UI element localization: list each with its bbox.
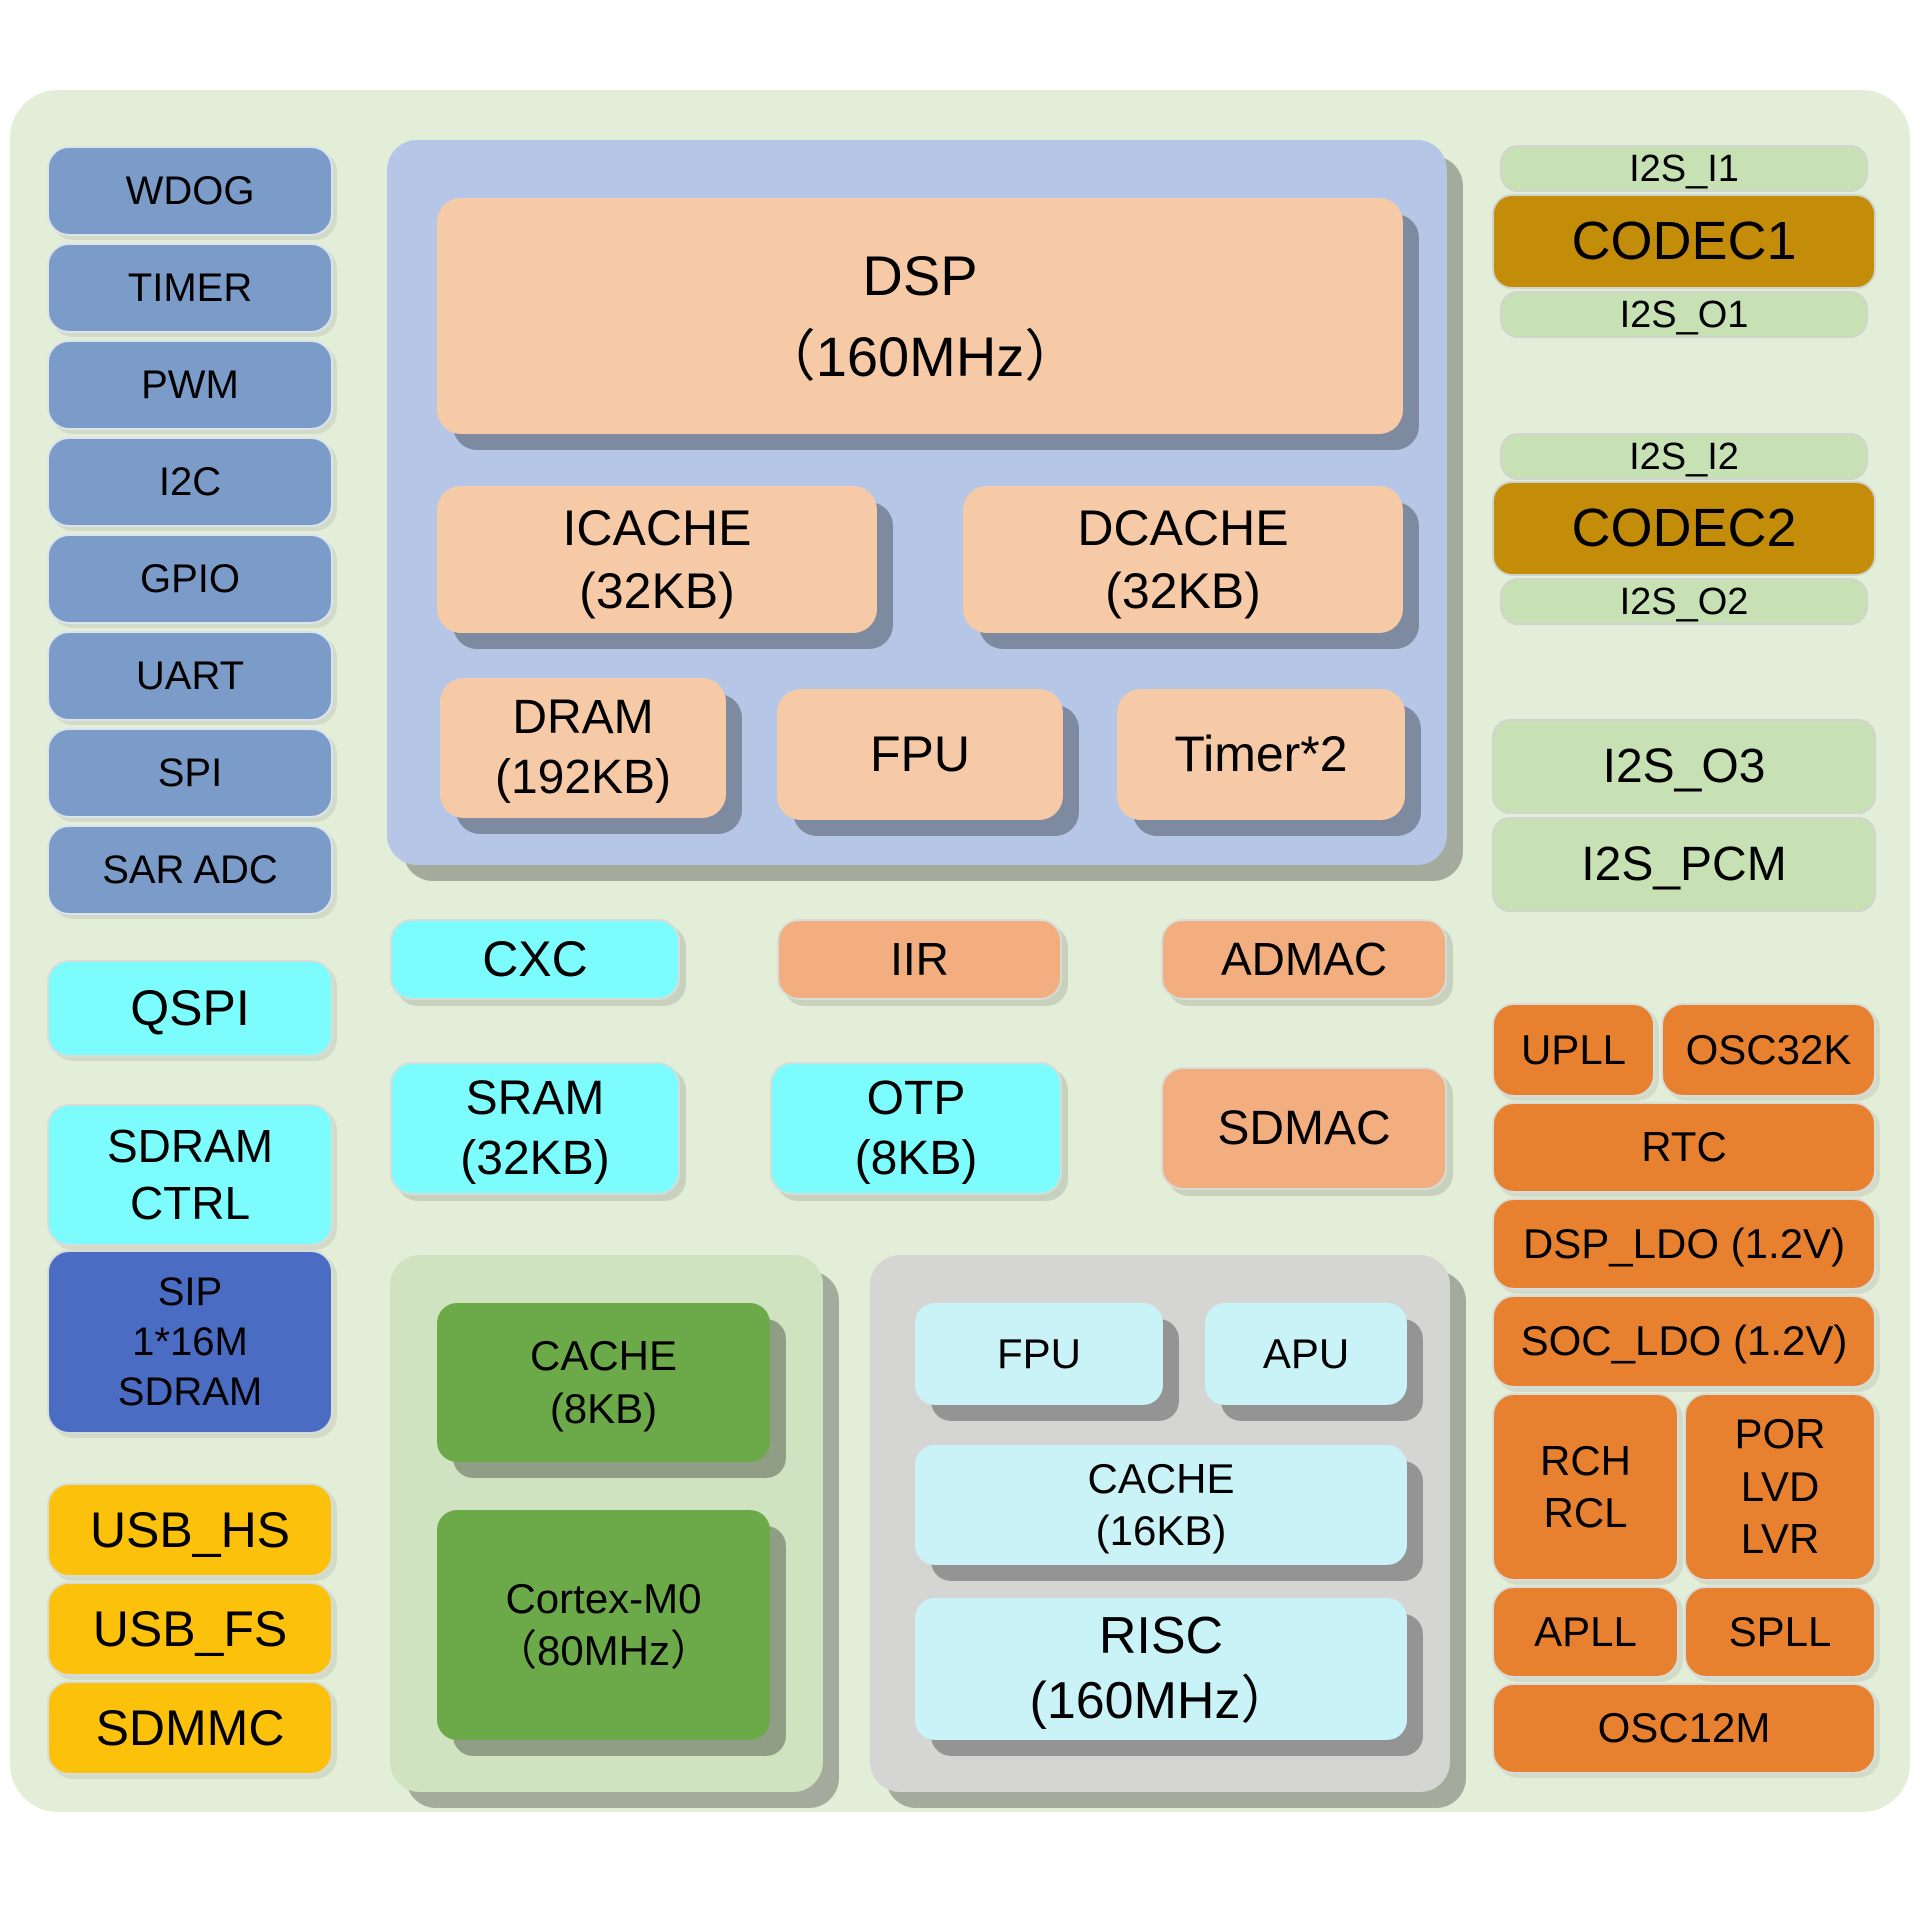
block-dsp-ldo: DSP_LDO (1.2V) bbox=[1492, 1198, 1876, 1290]
block-sar-adc: SAR ADC bbox=[47, 825, 333, 915]
block-dsp: DSP （160MHz） bbox=[437, 198, 1403, 434]
block-cortex-m0: Cortex-M0 （80MHz） bbox=[437, 1510, 770, 1740]
block-timer: TIMER bbox=[47, 243, 333, 333]
block-por-lvd-lvr: POR LVD LVR bbox=[1684, 1393, 1876, 1581]
block-iir: IIR bbox=[777, 919, 1062, 1000]
block-risc-cache: CACHE (16KB) bbox=[915, 1445, 1407, 1565]
block-upll: UPLL bbox=[1492, 1003, 1655, 1097]
block-cxc: CXC bbox=[390, 919, 680, 1000]
block-i2s-o2: I2S_O2 bbox=[1500, 578, 1868, 625]
block-qspi: QSPI bbox=[47, 960, 333, 1057]
block-i2s-o3: I2S_O3 bbox=[1492, 719, 1876, 814]
block-risc-apu: APU bbox=[1205, 1303, 1407, 1405]
block-sdmac: SDMAC bbox=[1161, 1067, 1447, 1190]
block-rch-rcl: RCH RCL bbox=[1492, 1393, 1679, 1581]
block-i2s-o1: I2S_O1 bbox=[1500, 291, 1868, 338]
block-spi: SPI bbox=[47, 728, 333, 818]
block-gpio: GPIO bbox=[47, 534, 333, 624]
block-sdmmc: SDMMC bbox=[47, 1681, 333, 1775]
block-sip-sdram: SIP 1*16M SDRAM bbox=[47, 1250, 333, 1434]
block-sdram-ctrl: SDRAM CTRL bbox=[47, 1104, 333, 1246]
block-sram: SRAM (32KB) bbox=[390, 1062, 680, 1195]
block-dsp-fpu: FPU bbox=[777, 689, 1063, 820]
block-wdog: WDOG bbox=[47, 146, 333, 236]
block-usb-fs: USB_FS bbox=[47, 1582, 333, 1676]
block-osc12m: OSC12M bbox=[1492, 1683, 1876, 1774]
block-i2s-i1: I2S_I1 bbox=[1500, 145, 1868, 192]
block-codec2: CODEC2 bbox=[1492, 481, 1876, 576]
block-admac: ADMAC bbox=[1161, 919, 1447, 1000]
block-otp: OTP (8KB) bbox=[770, 1062, 1062, 1195]
block-dcache: DCACHE (32KB) bbox=[963, 486, 1403, 633]
block-i2c: I2C bbox=[47, 437, 333, 527]
block-dram: DRAM (192KB) bbox=[440, 678, 726, 818]
block-pwm: PWM bbox=[47, 340, 333, 430]
block-uart: UART bbox=[47, 631, 333, 721]
block-spll: SPLL bbox=[1684, 1586, 1876, 1678]
block-risc-core: RISC (160MHz） bbox=[915, 1598, 1407, 1740]
block-i2s-i2: I2S_I2 bbox=[1500, 433, 1868, 480]
block-apll: APLL bbox=[1492, 1586, 1679, 1678]
block-codec1: CODEC1 bbox=[1492, 194, 1876, 289]
block-mcu-cache: CACHE (8KB) bbox=[437, 1303, 770, 1462]
block-i2s-pcm: I2S_PCM bbox=[1492, 817, 1876, 912]
block-osc32k: OSC32K bbox=[1661, 1003, 1876, 1097]
block-usb-hs: USB_HS bbox=[47, 1483, 333, 1577]
block-risc-fpu: FPU bbox=[915, 1303, 1163, 1405]
block-icache: ICACHE (32KB) bbox=[437, 486, 877, 633]
block-dsp-timer: Timer*2 bbox=[1117, 689, 1405, 820]
block-rtc: RTC bbox=[1492, 1102, 1876, 1193]
block-soc-ldo: SOC_LDO (1.2V) bbox=[1492, 1295, 1876, 1388]
